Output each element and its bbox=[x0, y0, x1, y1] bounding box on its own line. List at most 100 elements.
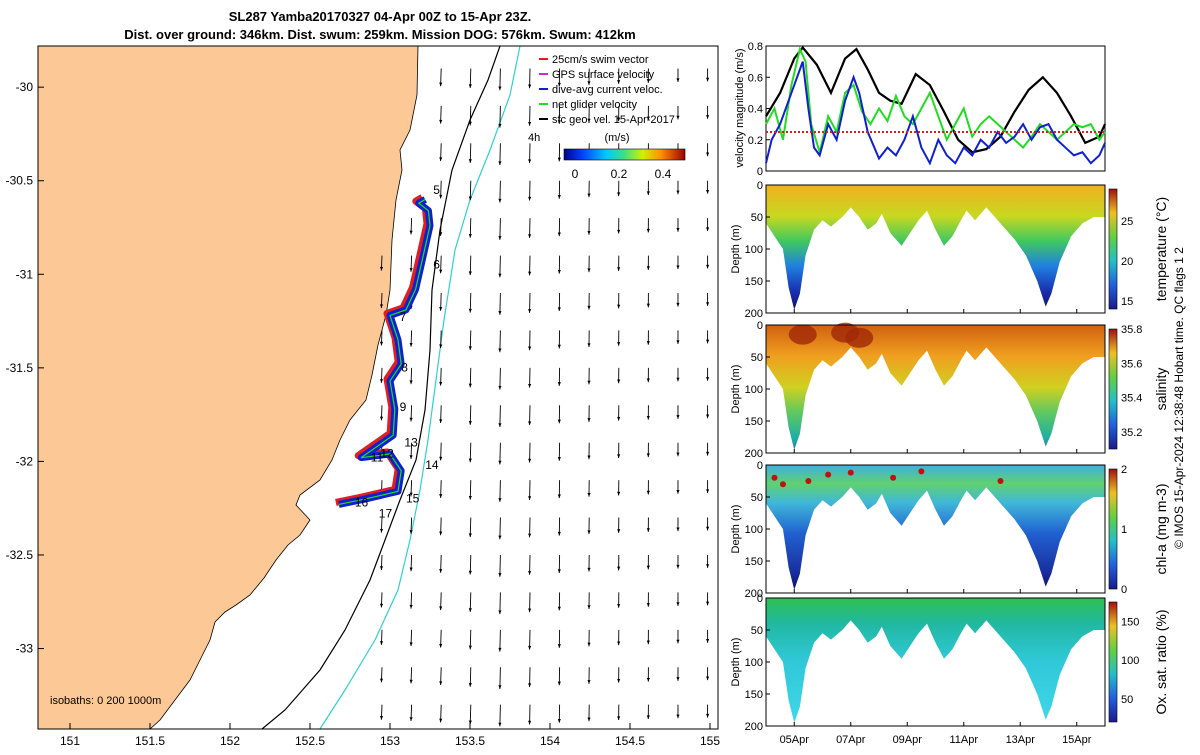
map-xtick-label: 153 bbox=[380, 734, 400, 748]
colorbar-tick-label: 0.4 bbox=[655, 167, 672, 181]
section-colorbar bbox=[1109, 469, 1117, 589]
section-colorbar-label: temperature (°C) bbox=[1153, 197, 1169, 301]
map-ytick-label: -31 bbox=[16, 267, 34, 281]
chl-hotspot bbox=[771, 475, 777, 481]
section-ytick-label: 100 bbox=[745, 384, 763, 396]
section-ytick-label: 200 bbox=[745, 308, 763, 320]
section-colorbar-tick: 15 bbox=[1121, 296, 1133, 308]
section-colorbar-tick: 150 bbox=[1121, 616, 1139, 628]
legend-entry: net glider velocity bbox=[552, 99, 637, 111]
section-ytick-label: 50 bbox=[751, 352, 763, 364]
section-ytick-label: 200 bbox=[745, 448, 763, 460]
map-ytick-label: -30.5 bbox=[6, 174, 34, 188]
date-tick-label: 09Apr bbox=[893, 734, 923, 746]
map-ytick-label: -30 bbox=[16, 80, 34, 94]
time-label: 4h bbox=[528, 132, 540, 144]
section-colorbar-tick: 35.6 bbox=[1121, 358, 1142, 370]
velocity-ylabel: velocity magnitude (m/s) bbox=[734, 48, 746, 167]
legend-entry: sfc geo. vel. 15-Apr-2017 bbox=[552, 114, 675, 126]
section-ylabel: Depth (m) bbox=[730, 365, 742, 414]
velocity-ytick-label: 0.8 bbox=[748, 41, 763, 53]
section-ylabel: Depth (m) bbox=[730, 505, 742, 554]
map-xtick-label: 153.5 bbox=[455, 734, 485, 748]
velocity-ytick-label: 0.4 bbox=[748, 104, 763, 116]
section-colorbar-tick: 100 bbox=[1121, 655, 1139, 667]
map-xtick-label: 155 bbox=[700, 734, 720, 748]
section-colorbar-tick: 1 bbox=[1121, 524, 1127, 536]
chl-hotspot bbox=[890, 475, 896, 481]
day-label: 8 bbox=[401, 361, 408, 375]
colorbar-gradient bbox=[564, 149, 685, 160]
section-ytick-label: 150 bbox=[745, 689, 763, 701]
map-xtick-label: 154 bbox=[540, 734, 560, 748]
day-label: 12 bbox=[380, 447, 394, 461]
legend-entry: 25cm/s swim vector bbox=[552, 54, 649, 66]
section-colorbar bbox=[1109, 329, 1117, 449]
section-colorbar-label: Ox. sat. ratio (%) bbox=[1153, 609, 1169, 714]
section-colorbar-tick: 35.2 bbox=[1121, 427, 1142, 439]
section-colorbar-tick: 35.4 bbox=[1121, 393, 1142, 405]
day-label: 13 bbox=[404, 435, 418, 449]
map-xtick-label: 152 bbox=[220, 734, 240, 748]
day-label: 17 bbox=[379, 507, 393, 521]
chl-hotspot bbox=[825, 472, 831, 478]
colorbar-tick-label: 0.2 bbox=[611, 167, 628, 181]
date-tick-label: 13Apr bbox=[1006, 734, 1036, 746]
chl-hotspot bbox=[848, 470, 854, 476]
day-label: 14 bbox=[425, 458, 439, 472]
colorbar-tick-label: 0 bbox=[572, 167, 579, 181]
section-colorbar-tick: 2 bbox=[1121, 464, 1127, 476]
chl-hotspot bbox=[780, 481, 786, 487]
section-ylabel: Depth (m) bbox=[730, 225, 742, 274]
map-xtick-label: 151 bbox=[60, 734, 80, 748]
section-colorbar-tick: 20 bbox=[1121, 256, 1133, 268]
colorbar-unit: (m/s) bbox=[604, 132, 629, 144]
day-label: 7 bbox=[400, 310, 407, 324]
section-ytick-label: 0 bbox=[757, 180, 763, 192]
date-tick-label: 11Apr bbox=[949, 734, 978, 746]
section-ytick-label: 150 bbox=[745, 556, 763, 568]
velocity-ytick-label: 0 bbox=[757, 166, 763, 178]
section-ytick-label: 50 bbox=[751, 492, 763, 504]
section-ylabel: Depth (m) bbox=[730, 638, 742, 687]
section-ytick-label: 200 bbox=[745, 721, 763, 733]
section-colorbar-tick: 50 bbox=[1121, 694, 1133, 706]
section-ytick-label: 0 bbox=[757, 320, 763, 332]
date-tick-label: 15Apr bbox=[1062, 734, 1092, 746]
isobaths-label: isobaths: 0 200 1000m bbox=[50, 695, 161, 707]
section-colorbar-tick: 35.8 bbox=[1121, 324, 1142, 336]
legend-entry: GPS surface velocity bbox=[552, 69, 655, 81]
chl-hotspot bbox=[918, 468, 924, 474]
section-ytick-label: 50 bbox=[751, 625, 763, 637]
section-ytick-label: 100 bbox=[745, 524, 763, 536]
velocity-ytick-label: 0.6 bbox=[748, 72, 763, 84]
section-colorbar-tick: 25 bbox=[1121, 216, 1133, 228]
title-line1: SL287 Yamba20170327 04-Apr 00Z to 15-Apr… bbox=[229, 9, 532, 24]
map-ytick-label: -33 bbox=[16, 642, 34, 656]
section-ytick-label: 100 bbox=[745, 244, 763, 256]
map-xtick-label: 151.5 bbox=[135, 734, 165, 748]
map-ytick-label: -31.5 bbox=[6, 361, 34, 375]
map-xtick-label: 154.5 bbox=[615, 734, 645, 748]
section-colorbar-label: chl-a (mg m-3) bbox=[1153, 483, 1169, 574]
section-ytick-label: 150 bbox=[745, 276, 763, 288]
legend-entry: dive-avg current veloc. bbox=[552, 84, 663, 96]
section-ytick-label: 100 bbox=[745, 657, 763, 669]
map-ytick-label: -32.5 bbox=[6, 548, 34, 562]
credit-text: © IMOS 15-Apr-2024 12:38:48 Hobart time.… bbox=[1172, 247, 1186, 549]
section-colorbar bbox=[1109, 189, 1117, 309]
section-ytick-label: 0 bbox=[757, 593, 763, 605]
date-tick-label: 05Apr bbox=[780, 734, 810, 746]
date-tick-label: 07Apr bbox=[836, 734, 866, 746]
day-label: 15 bbox=[406, 492, 420, 506]
date-axis: 05Apr 07Apr 09Apr 11Apr 13Apr 15Apr bbox=[780, 734, 1092, 746]
map-ytick-label: -32 bbox=[16, 454, 34, 468]
map-xtick-label: 152.5 bbox=[295, 734, 325, 748]
section-ytick-label: 150 bbox=[745, 416, 763, 428]
day-label: 9 bbox=[400, 400, 407, 414]
